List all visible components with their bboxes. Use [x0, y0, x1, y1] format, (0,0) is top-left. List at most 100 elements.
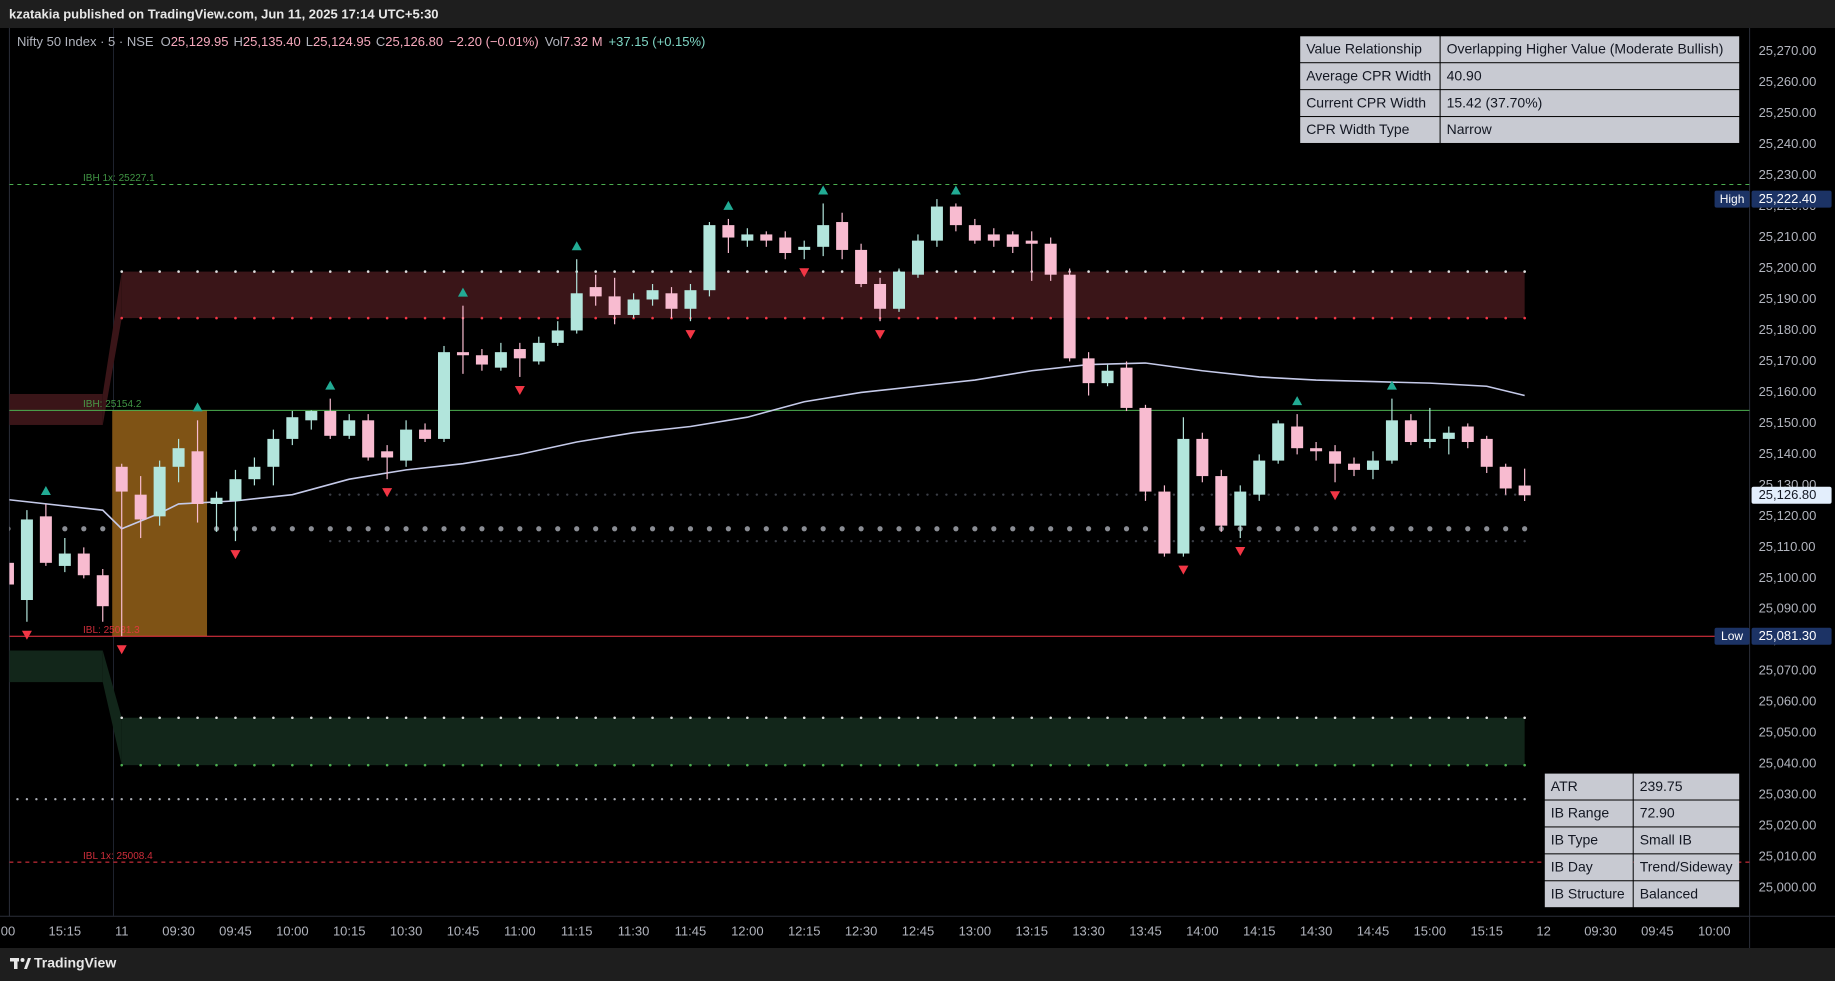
dotted-level-dot — [821, 798, 825, 801]
cpr-band-dot — [158, 763, 161, 767]
candle-body — [1272, 423, 1285, 461]
dotted-level-dot — [395, 493, 398, 496]
axes: 25,000.00 25,010.00 25,020.00 25,030.00 25,0… — [1, 43, 1832, 938]
cpr-band-dot — [1371, 316, 1375, 320]
dotted-level-dot — [1381, 539, 1384, 543]
dotted-level-dot — [755, 539, 759, 543]
x-tick-label: 10:45 — [447, 923, 480, 938]
dotted-level-dot — [850, 493, 853, 496]
dotted-level-dot — [461, 493, 465, 496]
dotted-level-dot — [1438, 539, 1441, 543]
dotted-level-dot — [584, 493, 588, 496]
dotted-level-dot — [1125, 798, 1128, 801]
dotted-level-dot — [1314, 798, 1318, 801]
dotted-level-dot — [1021, 539, 1024, 543]
candle-body — [172, 448, 185, 467]
candle-body — [1442, 432, 1455, 439]
cpr-band-connector — [102, 271, 122, 425]
candle-body — [39, 516, 52, 563]
cpr-band-dot — [1371, 270, 1375, 273]
cpr-band-dot — [1333, 716, 1337, 720]
dotted-level-dot — [793, 539, 796, 543]
cpr-band-dot — [1257, 270, 1261, 273]
cpr-band-dot — [1011, 716, 1015, 720]
dotted-level-dot — [622, 539, 626, 543]
cpr-band-dot — [821, 270, 825, 273]
x-tick-label: 13:15 — [1015, 923, 1048, 938]
dotted-level-dot — [725, 526, 731, 532]
cpr-band-dot — [878, 716, 882, 720]
cpr-band-dot — [594, 716, 597, 720]
table-cell-text: 40.90 — [1447, 67, 1482, 83]
y-tick-label: 25,190.00 — [1759, 291, 1817, 306]
cpr-band-dot — [897, 716, 901, 720]
dotted-level-dot — [1333, 539, 1337, 543]
dotted-level-dot — [452, 493, 455, 496]
candle-body — [798, 246, 811, 250]
dotted-level-dot — [584, 539, 588, 543]
dotted-level-dot — [376, 539, 379, 543]
cpr-band-dot — [518, 763, 522, 767]
cpr-band-dot — [1409, 270, 1413, 273]
cpr-band-dot — [1182, 716, 1185, 720]
cpr-band-dot — [1125, 316, 1128, 320]
dotted-level-dot — [1362, 493, 1365, 496]
candle-body — [760, 234, 773, 241]
cpr-band-dot — [1466, 316, 1470, 320]
cpr-band-dot — [537, 763, 541, 767]
dotted-level-dot — [385, 539, 389, 543]
dotted-level-dot — [934, 526, 940, 532]
dotted-level-dot — [858, 526, 864, 532]
dotted-level-dot — [983, 539, 986, 543]
cpr-band-dot — [992, 716, 996, 720]
table-cell-text: Balanced — [1640, 885, 1698, 901]
cpr-band-dot — [1428, 270, 1432, 273]
candle-body — [1120, 367, 1133, 408]
cpr-band-dot — [404, 270, 408, 273]
dotted-level-dot — [1087, 539, 1090, 543]
dotted-level-dot — [348, 493, 351, 496]
dotted-level-dot — [850, 539, 853, 543]
cpr-band-dot — [196, 270, 199, 273]
dotted-level-dot — [593, 526, 599, 532]
cpr-band-dot — [404, 316, 408, 320]
x-tick-label: 00 — [1, 923, 15, 938]
cpr-band-dot — [253, 716, 256, 720]
cpr-band-dot — [1523, 316, 1526, 320]
dotted-level-dot — [784, 539, 787, 543]
dotted-level-dot — [25, 798, 29, 801]
cpr-band-dot — [442, 763, 446, 767]
cpr-band-dot — [309, 270, 313, 273]
dotted-level-dot — [327, 526, 333, 532]
cpr-band-dot — [1163, 316, 1166, 320]
y-tick-label: 25,240.00 — [1759, 136, 1817, 151]
cpr-band-dot — [1125, 763, 1128, 767]
dotted-level-dot — [850, 798, 853, 801]
candle-body — [1006, 234, 1019, 247]
cpr-band-dot — [594, 763, 597, 767]
cpr-band-dot — [708, 716, 711, 720]
x-tick-label: 13:30 — [1072, 923, 1105, 938]
dotted-level-dot — [1276, 798, 1280, 801]
cpr-band-dot — [347, 763, 351, 767]
cpr-band-dot — [1447, 716, 1451, 720]
cpr-band-dot — [215, 763, 218, 767]
signal-down — [799, 268, 810, 278]
legend-key: Vol — [545, 34, 563, 49]
signal-up — [818, 185, 829, 195]
logo-part — [24, 958, 31, 969]
dotted-level-dot — [566, 539, 569, 543]
dotted-level-dot — [547, 493, 550, 496]
dotted-level-dot — [1058, 493, 1062, 496]
table-cell — [1440, 117, 1740, 143]
table-cell — [1440, 90, 1740, 117]
table-cell-text: 15.42 (37.70%) — [1447, 94, 1543, 110]
dotted-level-dot — [1438, 493, 1441, 496]
cpr-band-dot — [1390, 763, 1394, 767]
dotted-level-dot — [1199, 526, 1205, 532]
dotted-level-dot — [1248, 798, 1251, 801]
dotted-level-dot — [1294, 526, 1300, 532]
table-cell — [1300, 117, 1440, 143]
cpr-band-dot — [670, 763, 673, 767]
dotted-level-dot — [668, 526, 675, 532]
